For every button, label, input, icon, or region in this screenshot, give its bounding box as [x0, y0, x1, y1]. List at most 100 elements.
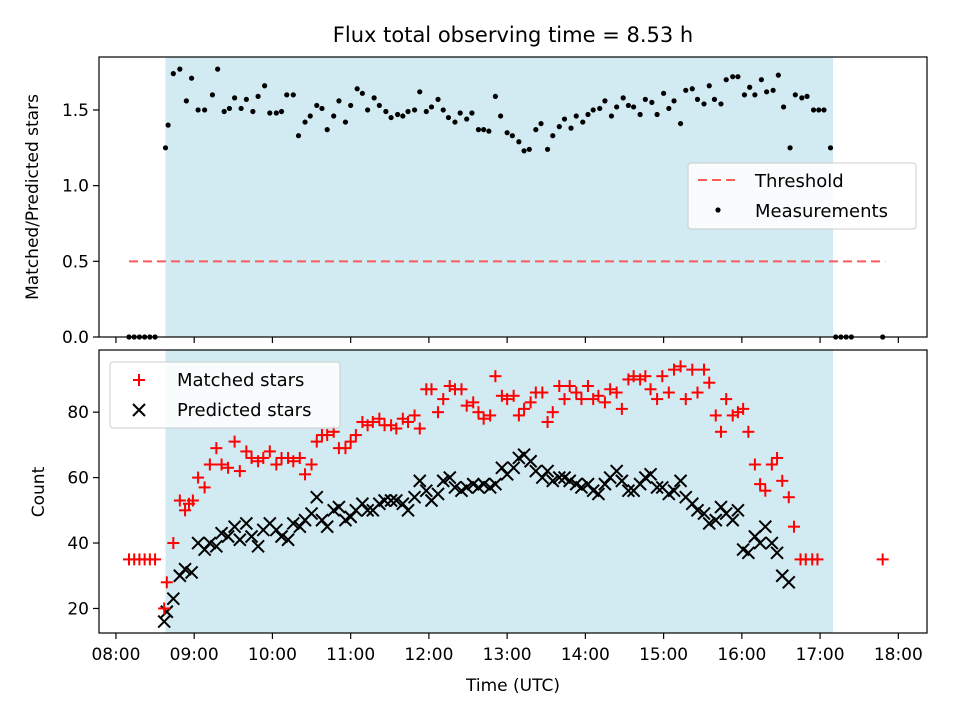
measurement-point	[758, 77, 765, 83]
measurement-point	[526, 146, 532, 152]
predicted-star-point	[673, 474, 688, 488]
measurement-point	[162, 145, 169, 151]
measurement-point	[723, 77, 729, 83]
matched-star-point	[484, 409, 497, 422]
measurement-point	[324, 127, 330, 133]
measurement-point	[475, 127, 482, 133]
predicted-star-point	[443, 470, 457, 485]
measurement-point	[457, 110, 463, 116]
measurement-point	[221, 108, 227, 115]
matched-star-point	[373, 412, 386, 425]
matched-star-point	[413, 422, 426, 435]
matched-star-point	[563, 379, 576, 392]
matched-star-point	[257, 451, 270, 464]
measurement-point	[521, 148, 527, 154]
measurement-point	[573, 113, 579, 119]
matched-star-point	[173, 494, 186, 507]
measurement-point	[177, 66, 183, 72]
matched-star-point	[656, 370, 669, 383]
measurement-point	[711, 96, 718, 102]
measurement-point	[202, 107, 208, 113]
matched-star-point	[222, 461, 235, 474]
measurement-point	[428, 104, 435, 110]
y-tick-label: 20	[67, 599, 89, 619]
predicted-star-point	[709, 513, 723, 527]
measurement-point	[411, 107, 418, 113]
top-legend-box	[687, 162, 917, 230]
bottom-y-ticks: 20 40 60 80	[67, 403, 99, 619]
matched-star-point	[558, 393, 571, 406]
matched-star-point	[541, 415, 554, 428]
measurement-point	[683, 87, 689, 93]
measurement-point	[608, 113, 615, 119]
predicted-star-point	[476, 477, 491, 491]
matched-star-point	[679, 393, 692, 406]
measurement-point	[516, 139, 522, 145]
measurement-point	[689, 86, 695, 92]
measurement-point	[314, 102, 320, 109]
measurement-point	[677, 120, 684, 127]
matched-star-point	[366, 415, 379, 428]
matched-star-point	[186, 494, 199, 507]
predicted-star-point	[540, 464, 555, 478]
measurement-point	[165, 122, 171, 128]
matched-star-points	[122, 360, 889, 615]
matched-star-point	[489, 370, 502, 383]
y-tick-label: 0.0	[62, 328, 89, 348]
matched-star-point	[310, 435, 323, 448]
matched-star-point	[811, 553, 824, 566]
measurement-point	[183, 98, 189, 104]
matched-star-point	[198, 481, 211, 494]
matched-star-point	[349, 429, 362, 442]
measurement-point	[775, 72, 781, 78]
predicted-star-point	[227, 519, 242, 534]
predicted-star-point	[233, 533, 247, 547]
predicted-star-point	[221, 529, 235, 544]
predicted-star-point	[251, 539, 265, 554]
measurement-point	[342, 119, 349, 125]
measurement-point	[278, 108, 285, 115]
measurement-point	[295, 133, 302, 139]
top-legend: Threshold Measurements	[687, 162, 917, 230]
predicted-star-point	[621, 483, 636, 498]
predicted-star-point	[609, 464, 624, 478]
measurement-point	[336, 98, 342, 104]
measurement-point	[625, 102, 631, 109]
predicted-star-point	[431, 487, 445, 501]
predicted-star-point	[782, 575, 796, 589]
measurement-point	[804, 93, 810, 99]
predicted-star-point	[436, 474, 450, 488]
matched-star-point	[263, 445, 276, 458]
predicted-star-point	[758, 519, 773, 534]
predicted-star-point	[615, 474, 629, 488]
predicted-star-point	[753, 536, 767, 550]
predicted-star-point	[765, 536, 779, 550]
matched-star-point	[167, 537, 180, 550]
matched-star-point	[339, 442, 352, 455]
predicted-star-points	[157, 447, 796, 629]
measurement-point	[780, 104, 787, 110]
matched-star-point	[270, 458, 283, 471]
matched-legend-label: Matched stars	[177, 370, 304, 391]
measurement-point	[701, 101, 707, 107]
matched-star-point	[305, 458, 318, 471]
predicted-star-point	[643, 467, 658, 482]
matched-star-point	[233, 465, 246, 478]
matched-star-point	[615, 402, 628, 415]
measurement-point	[481, 127, 487, 133]
measurement-point	[188, 75, 195, 81]
top-axes-frame	[98, 56, 928, 338]
predicted-star-point	[332, 500, 346, 514]
measurement-point	[498, 113, 504, 119]
measurement-point	[706, 83, 712, 89]
predicted-star-point	[166, 591, 181, 606]
measurement-point	[383, 108, 389, 115]
predicted-star-point	[523, 454, 538, 468]
matched-star-point	[149, 553, 162, 566]
measurement-point	[504, 130, 510, 136]
measurement-point	[649, 99, 655, 106]
predicted-star-point	[407, 490, 422, 504]
matched-star-point	[472, 406, 485, 419]
y-tick-label: 40	[67, 534, 89, 554]
y-tick-label: 1.5	[62, 101, 89, 121]
